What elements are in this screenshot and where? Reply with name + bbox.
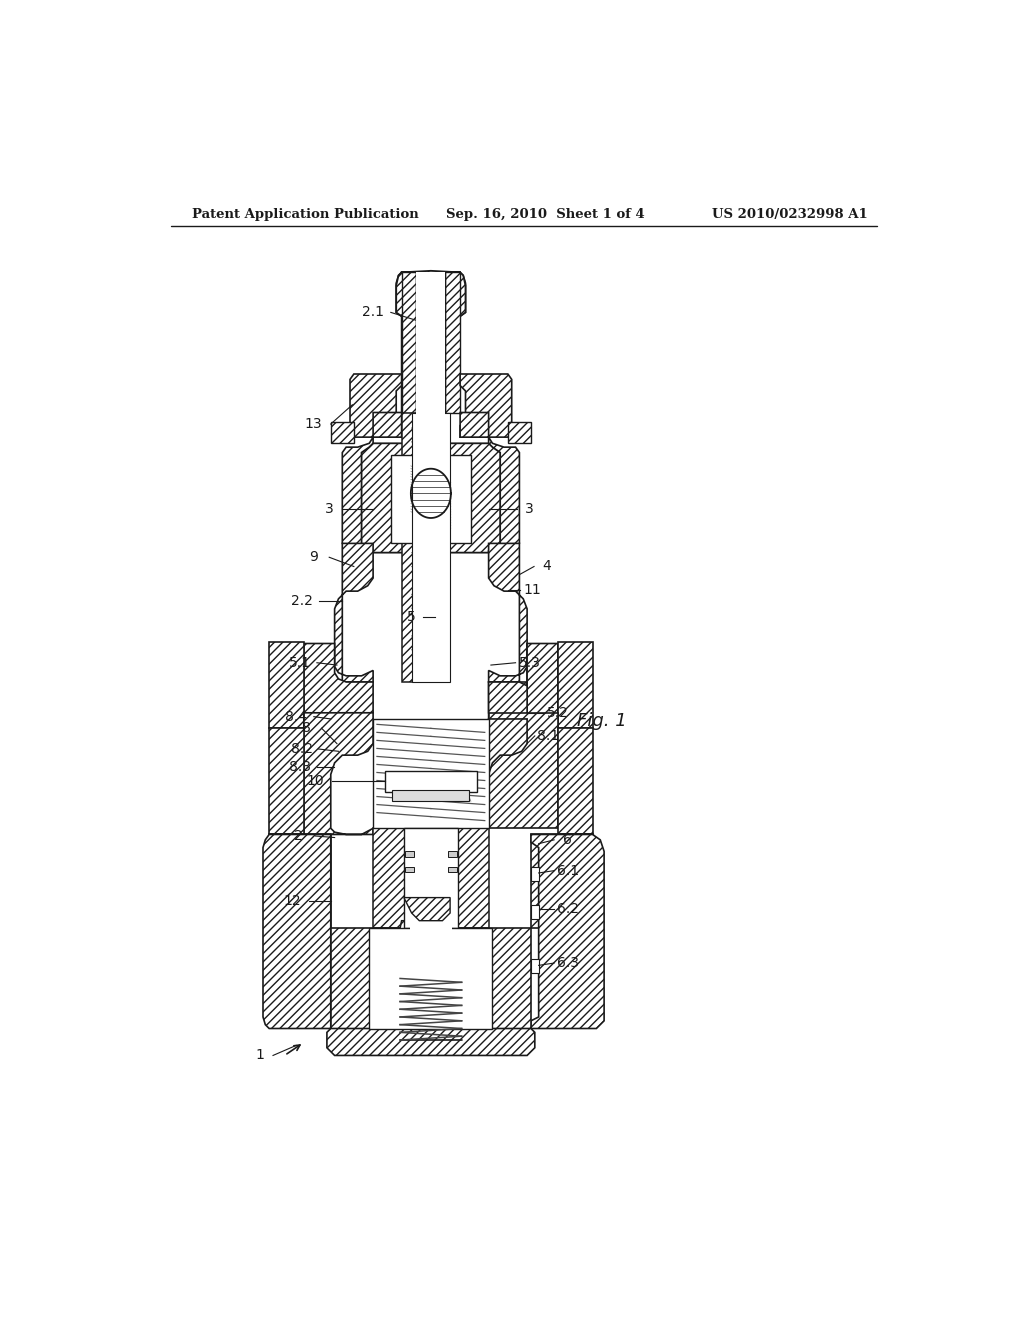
- Text: 6: 6: [563, 833, 572, 847]
- Polygon shape: [411, 469, 451, 517]
- Polygon shape: [269, 834, 331, 928]
- Polygon shape: [304, 644, 373, 719]
- Text: 8.2: 8.2: [291, 742, 312, 756]
- Polygon shape: [401, 412, 445, 682]
- Text: 10: 10: [306, 774, 325, 788]
- Polygon shape: [327, 1028, 535, 1056]
- Polygon shape: [342, 412, 401, 552]
- Text: 6.2: 6.2: [557, 902, 579, 916]
- Polygon shape: [361, 444, 500, 553]
- Polygon shape: [531, 834, 593, 928]
- Bar: [385, 771, 477, 792]
- Bar: [531, 867, 539, 880]
- Text: 13: 13: [304, 417, 322, 432]
- Polygon shape: [445, 272, 460, 412]
- Polygon shape: [488, 713, 558, 829]
- Bar: [419, 544, 442, 554]
- Bar: [404, 851, 414, 857]
- Polygon shape: [558, 729, 593, 834]
- Polygon shape: [335, 544, 373, 682]
- Text: 5.3: 5.3: [518, 656, 541, 669]
- Text: 6.1: 6.1: [557, 863, 579, 878]
- Text: 1: 1: [255, 1048, 264, 1063]
- Text: US 2010/0232998 A1: US 2010/0232998 A1: [712, 209, 867, 222]
- Polygon shape: [488, 644, 558, 719]
- Bar: [412, 412, 451, 682]
- Polygon shape: [350, 374, 401, 437]
- Text: 5: 5: [408, 610, 416, 623]
- Polygon shape: [460, 374, 512, 437]
- Polygon shape: [527, 644, 558, 713]
- Bar: [447, 867, 457, 873]
- Text: Sep. 16, 2010  Sheet 1 of 4: Sep. 16, 2010 Sheet 1 of 4: [446, 209, 645, 222]
- Polygon shape: [488, 682, 527, 719]
- Text: 8.3: 8.3: [289, 760, 311, 774]
- Text: 4: 4: [542, 560, 551, 573]
- Polygon shape: [432, 272, 460, 412]
- Bar: [416, 272, 445, 413]
- Bar: [403, 829, 458, 928]
- Bar: [370, 928, 493, 1028]
- Bar: [410, 924, 452, 974]
- Text: 12: 12: [284, 895, 301, 908]
- Polygon shape: [269, 729, 304, 834]
- Bar: [392, 789, 469, 801]
- Polygon shape: [396, 271, 466, 317]
- Text: 9: 9: [309, 550, 318, 564]
- Polygon shape: [403, 898, 451, 921]
- Text: 3: 3: [325, 502, 334, 516]
- Polygon shape: [331, 928, 531, 1028]
- Polygon shape: [269, 642, 304, 729]
- Bar: [531, 906, 539, 919]
- Polygon shape: [400, 921, 454, 974]
- Text: 3: 3: [525, 502, 534, 516]
- Polygon shape: [401, 272, 432, 412]
- Text: 8: 8: [302, 721, 310, 735]
- Polygon shape: [263, 834, 331, 1028]
- Polygon shape: [488, 544, 527, 682]
- Polygon shape: [508, 422, 531, 444]
- Text: 8.4: 8.4: [285, 710, 307, 723]
- Text: 6.3: 6.3: [557, 956, 579, 970]
- Text: 5.2: 5.2: [547, 706, 569, 719]
- Text: 2: 2: [294, 829, 303, 843]
- Bar: [373, 719, 488, 829]
- Polygon shape: [373, 829, 488, 928]
- Polygon shape: [558, 642, 593, 729]
- Text: 11: 11: [523, 582, 542, 597]
- Polygon shape: [401, 272, 416, 412]
- Polygon shape: [304, 713, 373, 834]
- Bar: [531, 960, 539, 973]
- Polygon shape: [460, 412, 519, 552]
- Polygon shape: [531, 834, 604, 1028]
- Text: 5.1: 5.1: [289, 656, 311, 669]
- Bar: [391, 455, 471, 544]
- Bar: [416, 272, 445, 681]
- Polygon shape: [331, 422, 354, 444]
- Text: 2.2: 2.2: [291, 594, 312, 609]
- Polygon shape: [412, 829, 451, 898]
- Polygon shape: [396, 272, 466, 317]
- Text: 2.1: 2.1: [362, 305, 384, 319]
- Bar: [447, 851, 457, 857]
- Text: Fig. 1: Fig. 1: [577, 711, 627, 730]
- Bar: [404, 867, 414, 873]
- Text: Patent Application Publication: Patent Application Publication: [193, 209, 419, 222]
- Polygon shape: [488, 719, 527, 829]
- Text: 8.1: 8.1: [537, 729, 559, 743]
- Bar: [417, 832, 444, 890]
